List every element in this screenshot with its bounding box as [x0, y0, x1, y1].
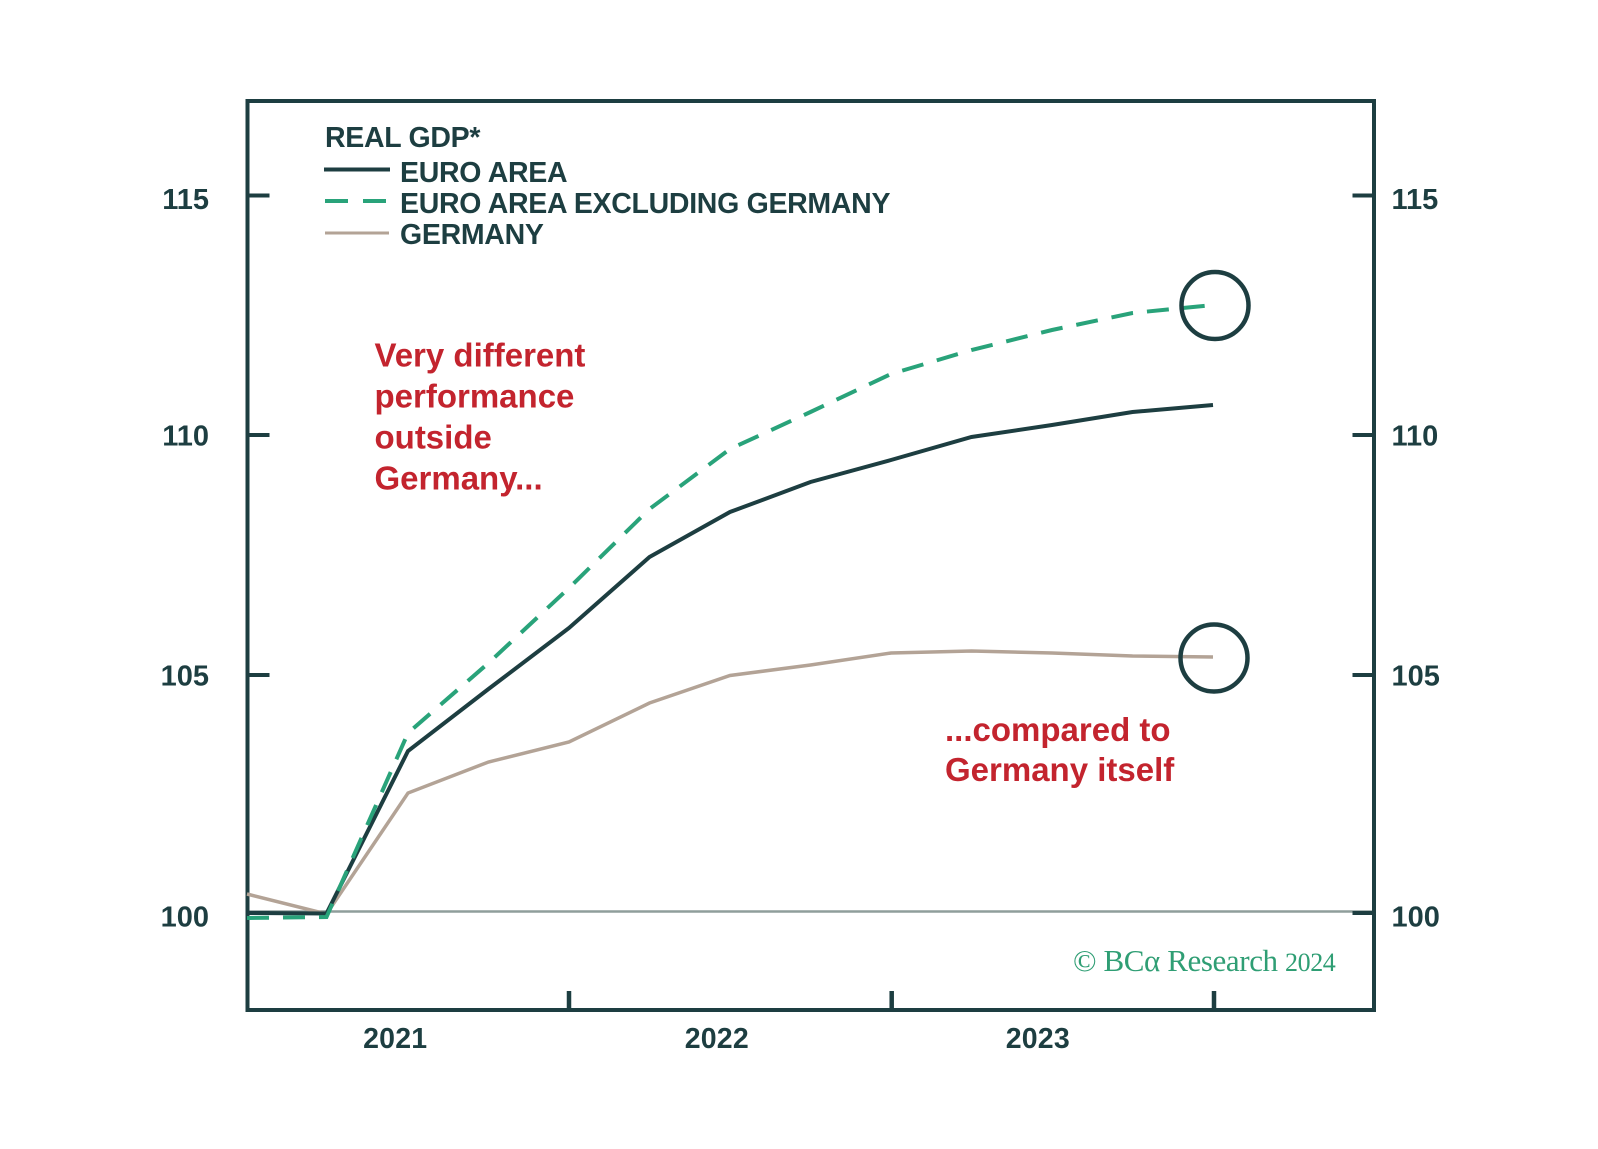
svg-text:110: 110	[162, 421, 209, 453]
svg-text:110: 110	[1392, 421, 1439, 453]
svg-text:Very different: Very different	[375, 337, 586, 374]
svg-text:EURO AREA EXCLUDING GERMANY: EURO AREA EXCLUDING GERMANY	[400, 188, 890, 220]
svg-text:EURO AREA: EURO AREA	[400, 157, 567, 189]
svg-text:...compared to: ...compared to	[945, 711, 1171, 748]
svg-text:Germany itself: Germany itself	[945, 751, 1175, 788]
svg-text:115: 115	[1392, 184, 1439, 216]
svg-text:100: 100	[161, 902, 209, 934]
svg-text:2022: 2022	[685, 1023, 749, 1055]
svg-text:105: 105	[161, 661, 209, 693]
svg-text:Germany...: Germany...	[375, 460, 543, 497]
svg-text:GERMANY: GERMANY	[400, 219, 544, 251]
svg-text:105: 105	[1392, 661, 1440, 693]
svg-text:outside: outside	[375, 419, 492, 456]
svg-text:REAL GDP*: REAL GDP*	[325, 122, 481, 154]
svg-text:2021: 2021	[363, 1023, 427, 1055]
svg-text:115: 115	[162, 184, 209, 216]
svg-text:100: 100	[1392, 902, 1440, 934]
svg-text:© BCα Research 2024: © BCα Research 2024	[1073, 943, 1336, 978]
svg-text:2023: 2023	[1006, 1023, 1070, 1055]
svg-text:performance: performance	[375, 378, 575, 415]
